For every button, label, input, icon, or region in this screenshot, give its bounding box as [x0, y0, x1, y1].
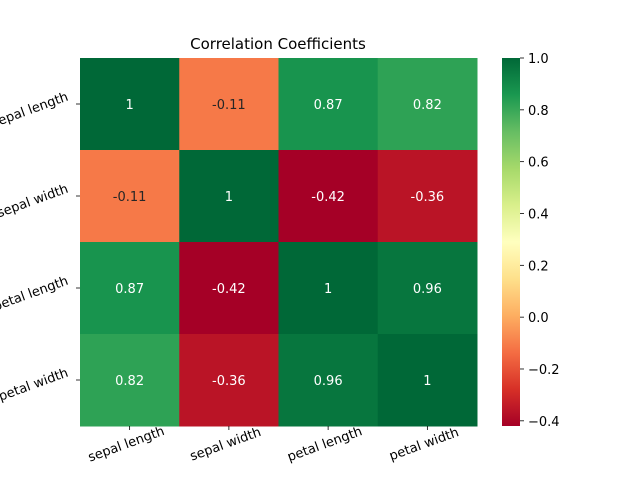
cell-value-label: -0.36	[212, 374, 246, 389]
cell-value-label: 0.87	[314, 98, 343, 113]
cell-value-label: 0.87	[115, 282, 144, 297]
cell-value-label: 0.96	[413, 282, 442, 297]
x-tick-label: petal length	[285, 424, 364, 465]
heatmap-cell	[278, 58, 379, 151]
heatmap-cell	[377, 242, 478, 335]
colorbar-tick-label: 0.8	[528, 104, 549, 119]
cell-value-label: -0.36	[411, 190, 445, 205]
cell-value-label: 0.96	[314, 374, 343, 389]
heatmap-cell	[80, 58, 180, 151]
x-tick-label: petal width	[387, 425, 461, 464]
colorbar-tick-label: 0.0	[528, 311, 549, 326]
x-tick-label: sepal length	[86, 424, 166, 466]
cell-value-label: -0.11	[212, 98, 246, 113]
heatmap-cell	[80, 150, 180, 243]
x-axis: sepal length sepal width petal length petal…	[86, 424, 461, 466]
heatmap-cell	[179, 334, 279, 427]
heatmap-cell	[278, 334, 379, 427]
heatmap-cell	[278, 242, 379, 335]
heatmap-cell	[278, 150, 379, 243]
cell-value-label: -0.42	[311, 190, 345, 205]
colorbar-tick-label: −0.4	[528, 415, 560, 430]
y-axis: sepal length sepal width petal length petal…	[0, 90, 80, 405]
heatmap-cell	[80, 334, 180, 427]
colorbar-tick-label: −0.2	[528, 363, 560, 378]
colorbar-tick-label: 1.0	[528, 52, 549, 67]
heatmap-cells	[80, 58, 478, 427]
colorbar: 1.0 0.8 0.6 0.4 0.2 0.0 −0.2 −0.4	[502, 52, 560, 430]
x-tick-label: sepal width	[188, 425, 263, 465]
cell-value-label: -0.11	[113, 190, 147, 205]
cell-value-label: 1	[125, 98, 133, 113]
cell-value-label: 0.82	[115, 374, 144, 389]
cell-value-label: 0.82	[413, 98, 442, 113]
heatmap-cell	[179, 150, 279, 243]
y-tick-label: sepal length	[0, 90, 70, 132]
chart-title: Correlation Coefficients	[190, 35, 366, 53]
heatmap-cell	[377, 150, 478, 243]
heatmap-annotations: 1 -0.11 0.87 0.82 -0.11 1 -0.42 -0.36 0.87 -0.42 1…	[113, 98, 444, 389]
colorbar-tick-label: 0.2	[528, 259, 549, 274]
heatmap-cell	[377, 334, 478, 427]
colorbar-tick-label: 0.4	[528, 207, 549, 222]
cell-value-label: 1	[225, 190, 233, 205]
heatmap-cell	[80, 242, 180, 335]
heatmap-cell	[377, 58, 478, 151]
y-tick-label: petal width	[0, 366, 70, 405]
cell-value-label: 1	[324, 282, 332, 297]
y-tick-label: petal length	[0, 274, 70, 315]
heatmap-cell	[179, 242, 279, 335]
cell-value-label: 1	[423, 374, 431, 389]
heatmap-cell	[179, 58, 279, 151]
colorbar-gradient	[502, 58, 520, 426]
colorbar-tick-label: 0.6	[528, 156, 549, 171]
cell-value-label: -0.42	[212, 282, 246, 297]
y-tick-label: sepal width	[0, 182, 70, 222]
